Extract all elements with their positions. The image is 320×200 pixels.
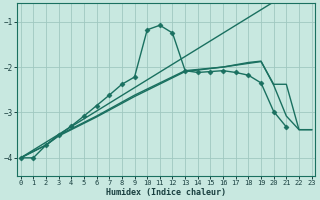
X-axis label: Humidex (Indice chaleur): Humidex (Indice chaleur) [106,188,226,197]
